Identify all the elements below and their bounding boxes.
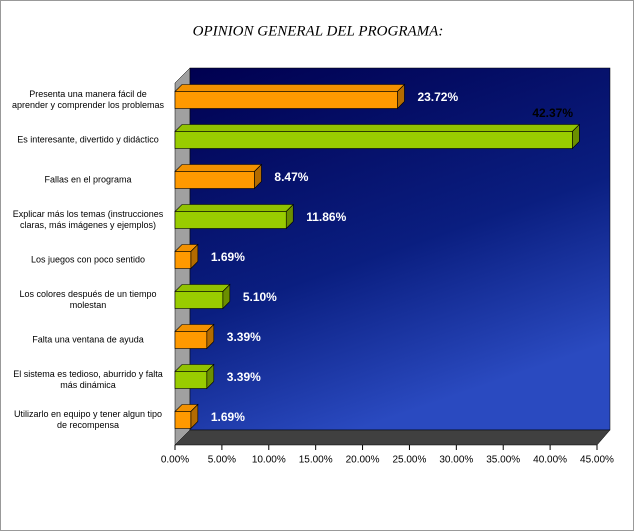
bar-front (174, 131, 573, 149)
bar (174, 323, 215, 350)
value-label: 5.10% (243, 290, 277, 304)
category-label: Los colores después de un tiempo molesta… (19, 289, 157, 310)
x-tick-label: 5.00% (208, 455, 236, 466)
bar-front (174, 171, 255, 189)
category-label: Los juegos con poco sentido (30, 254, 146, 265)
bar (174, 123, 581, 150)
bar (174, 163, 263, 190)
category-label: Fallas en el programa (44, 174, 132, 185)
category-label: Es interesante, divertido y didáctico (17, 134, 159, 145)
bar-front (174, 331, 208, 349)
bar (174, 403, 199, 430)
bar-top (174, 204, 294, 212)
bar-front (174, 211, 287, 229)
bar-top (174, 164, 263, 172)
category-label: Explicar más los temas (instrucciones cl… (12, 209, 164, 230)
bar-front (174, 291, 224, 309)
category-label: Utilizarlo en equipo y tener algun tipo … (13, 409, 163, 430)
bar (174, 283, 231, 310)
bar-front (174, 411, 192, 429)
value-label: 3.39% (227, 370, 261, 384)
x-tick-label: 10.00% (252, 455, 286, 466)
x-tick-label: 45.00% (580, 455, 614, 466)
x-tick-label: 20.00% (346, 455, 380, 466)
category-label: El sistema es tedioso, aburrido y falta … (13, 369, 163, 390)
bar (174, 203, 294, 230)
value-label: 23.72% (417, 90, 458, 104)
category-label: Falta una ventana de ayuda (32, 334, 144, 345)
bar-top (174, 284, 231, 292)
bar-top (174, 84, 406, 92)
bar (174, 83, 406, 110)
bar (174, 243, 199, 270)
bar-front (174, 91, 398, 109)
x-tick-label: 30.00% (439, 455, 473, 466)
x-tick-label: 15.00% (299, 455, 333, 466)
bar-front (174, 371, 208, 389)
value-label: 11.86% (306, 210, 346, 224)
value-label: 1.69% (211, 410, 245, 424)
bar-top (174, 124, 581, 132)
x-tick-label: 25.00% (392, 455, 426, 466)
category-label: Presenta una manera fácil de aprender y … (11, 89, 165, 110)
bar (174, 363, 215, 390)
x-tick-label: 35.00% (486, 455, 520, 466)
chart-title: OPINION GENERAL DEL PROGRAMA: (193, 23, 444, 39)
value-label: 42.37% (532, 106, 573, 120)
x-tick-label: 40.00% (533, 455, 567, 466)
floor (174, 429, 611, 446)
x-tick-label: 0.00% (161, 455, 189, 466)
value-label: 1.69% (211, 250, 245, 264)
bar-front (174, 251, 192, 269)
value-label: 8.47% (274, 170, 308, 184)
value-label: 3.39% (227, 330, 261, 344)
